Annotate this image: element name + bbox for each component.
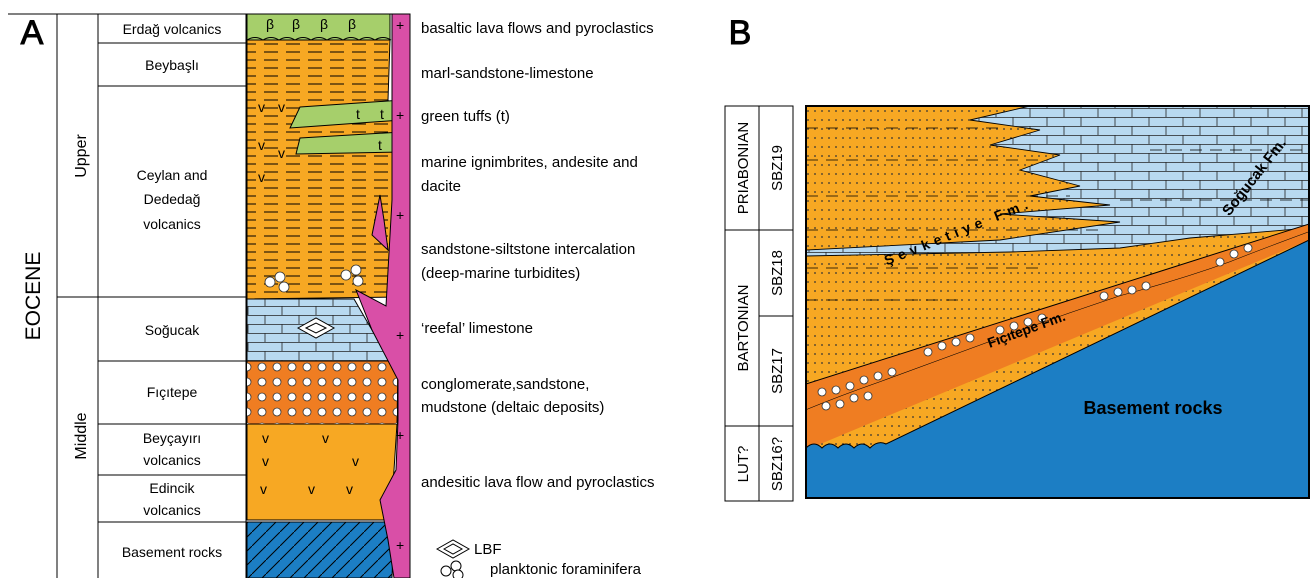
granite-symbol: + <box>396 207 404 223</box>
unit-beycayiri-line1: Beyçayırı <box>143 430 201 446</box>
panel-b-letter: B <box>729 14 752 52</box>
basement-label: Basement rocks <box>1083 398 1222 418</box>
planktonic-foraminifera-icon <box>440 560 464 578</box>
desc-turbidites-line1: sandstone-siltstone intercalation <box>421 241 635 258</box>
cross-section <box>805 105 1310 499</box>
unit-ficitepe: Fıçıtepe <box>147 384 198 400</box>
unit-beycayiri-line2: volcanics <box>143 452 201 468</box>
granite-symbol: + <box>396 327 404 343</box>
desc-ficitepe-line2: mudstone (deltaic deposits) <box>421 399 604 416</box>
andesite-symbol: v <box>322 430 329 446</box>
stage-bartonian: BARTONIAN <box>735 285 752 372</box>
desc-tuffs: green tuffs (t) <box>421 108 510 125</box>
andesite-symbol: v <box>258 169 265 185</box>
subepoch-middle: Middle <box>73 412 90 459</box>
granite-symbol: + <box>396 427 404 443</box>
zone-sbz16: SBZ16? <box>769 437 786 491</box>
desc-ignimbrites-line2: dacite <box>421 178 461 195</box>
tuff-symbol: t <box>356 106 360 122</box>
unit-ceylan-line3: volcanics <box>143 216 201 232</box>
zone-sbz18: SBZ18 <box>769 250 786 296</box>
desc-edincik: andesitic lava flow and pyroclastics <box>421 474 654 491</box>
unit-erdag: Erdağ volcanics <box>123 21 222 37</box>
basalt-symbol: β <box>348 16 356 32</box>
desc-turbidites-line2: (deep-marine turbidites) <box>421 265 580 282</box>
desc-ignimbrites-line1: marine ignimbrites, andesite and <box>421 154 638 171</box>
unit-beybasli: Beybaşlı <box>145 57 199 73</box>
time-scale <box>724 105 794 502</box>
unit-edincik-line1: Edincik <box>149 480 195 496</box>
desc-beybasli: marl-sandstone-limestone <box>421 65 594 82</box>
andesite-symbol: v <box>352 453 359 469</box>
stage-lut: LUT? <box>735 446 752 483</box>
legend-lbf: LBF <box>474 541 502 558</box>
andesite-symbol: v <box>346 481 353 497</box>
granite-symbol: + <box>396 107 404 123</box>
granite-symbol: + <box>396 17 404 33</box>
tuff-symbol: t <box>378 137 382 153</box>
basalt-symbol: β <box>292 16 300 32</box>
andesite-symbol: v <box>308 481 315 497</box>
unit-ceylan-line1: Ceylan and <box>137 167 208 183</box>
panel-a-letter: A <box>21 14 44 52</box>
andesite-symbol: v <box>278 99 285 115</box>
subepoch-upper: Upper <box>73 134 90 178</box>
zone-sbz17: SBZ17 <box>769 348 786 394</box>
lbf-symbol <box>296 317 336 339</box>
panel-a: A EOCENE Upper Middle Erdağ volcanics Be… <box>8 13 654 578</box>
andesite-symbol: v <box>262 453 269 469</box>
desc-ficitepe-line1: conglomerate,sandstone, <box>421 376 589 393</box>
andesite-symbol: v <box>278 145 285 161</box>
stage-priabonian: PRIABONIAN <box>735 122 752 215</box>
basalt-symbol: β <box>320 16 328 32</box>
basalt-symbol: β <box>266 16 274 32</box>
tuff-symbol: t <box>380 106 384 122</box>
andesite-symbol: v <box>260 481 267 497</box>
lithology-column: β β β β v v v v v v v v v v v v t t t + <box>246 13 411 578</box>
andesite-symbol: v <box>262 430 269 446</box>
table-grid <box>8 13 410 578</box>
desc-sogucak: ‘reefal’ limestone <box>421 320 533 337</box>
desc-erdag: basaltic lava flows and pyroclastics <box>421 20 654 37</box>
unit-edincik-line2: volcanics <box>143 502 201 518</box>
granite-symbol: + <box>396 537 404 553</box>
zone-sbz19: SBZ19 <box>769 145 786 191</box>
panel-b: B PRIABONIAN BARTONIAN LUT? SBZ19 SBZ18 … <box>724 14 1310 502</box>
unit-basement: Basement rocks <box>122 544 222 560</box>
legend-planktonic: planktonic foraminifera <box>490 561 642 578</box>
unit-ceylan-line2: Dededağ <box>144 191 201 207</box>
andesite-symbol: v <box>258 99 265 115</box>
unit-sogucak: Soğucak <box>145 322 200 338</box>
lbf-icon <box>435 539 471 559</box>
legend: LBF planktonic foraminifera <box>435 539 642 578</box>
andesite-symbol: v <box>258 137 265 153</box>
epoch-label: EOCENE <box>22 252 45 341</box>
